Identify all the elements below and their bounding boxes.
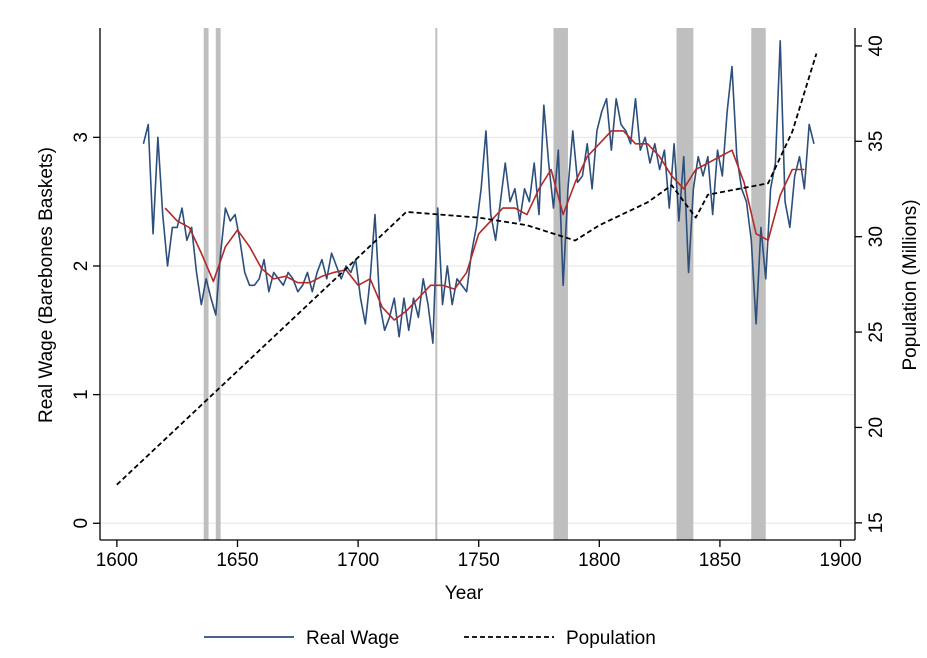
x-tick-label: 1900 — [819, 550, 861, 571]
shaded-period — [553, 28, 568, 540]
line-series — [142, 40, 815, 344]
y-axis-title: Real Wage (Barebones Baskets) — [36, 147, 57, 423]
x-tick-label: 1750 — [458, 550, 500, 571]
y-tick-label: 3 — [71, 132, 92, 143]
y2-tick-label: 40 — [866, 35, 887, 56]
y-tick-label: 0 — [71, 518, 92, 529]
y-tick-label: 1 — [71, 389, 92, 400]
y2-tick-label: 15 — [866, 512, 887, 533]
y2-axis-title: Population (Millions) — [900, 199, 921, 370]
y2-tick-label: 30 — [866, 226, 887, 247]
y2-tick-label: 25 — [866, 322, 887, 343]
shaded-period — [435, 28, 438, 540]
x-tick-label: 1700 — [337, 550, 379, 571]
y2-tick-label: 20 — [866, 417, 887, 438]
x-axis-title: Year — [445, 583, 484, 604]
y2-tick-label: 35 — [866, 131, 887, 152]
legend-label: Population — [566, 628, 656, 649]
x-tick-label: 1800 — [578, 550, 620, 571]
legend-label: Real Wage — [306, 628, 399, 649]
line-series — [116, 53, 818, 486]
y-tick-label: 2 — [71, 261, 92, 272]
x-tick-label: 1600 — [96, 550, 138, 571]
x-tick-label: 1650 — [216, 550, 258, 571]
shaded-period — [203, 28, 209, 540]
line-series — [164, 130, 805, 321]
x-tick-label: 1850 — [699, 550, 741, 571]
shaded-period — [676, 28, 694, 540]
